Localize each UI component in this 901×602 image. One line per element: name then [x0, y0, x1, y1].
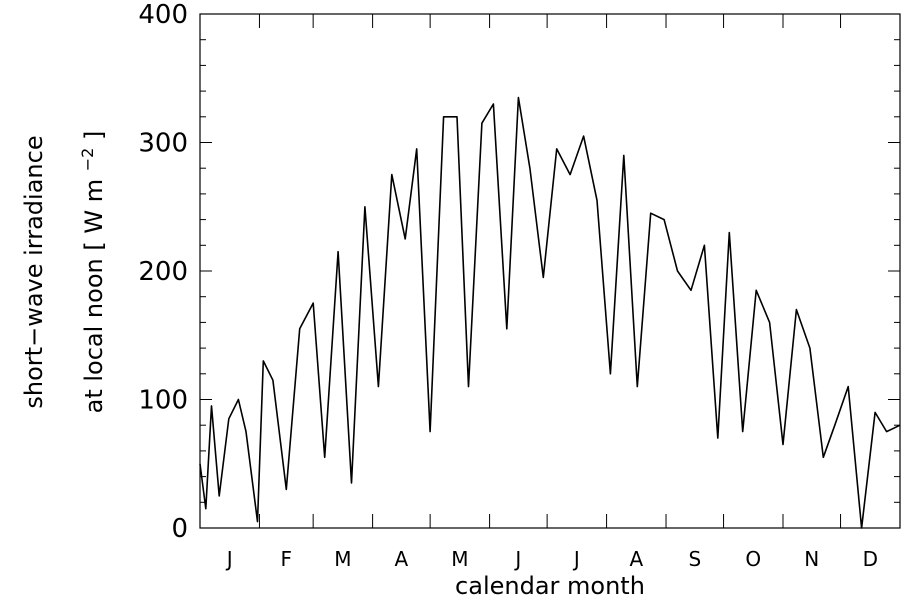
x-tick-label: A: [629, 547, 643, 571]
axes: [199, 13, 901, 529]
y-axis-unit-bracket-close: ]: [80, 131, 108, 140]
x-tick-label: N: [804, 547, 819, 571]
tick-labels: 0 100 200 300 400 J F M A M J J A S O N D: [138, 0, 878, 571]
plot-frame: [199, 13, 901, 529]
x-tick-label: A: [395, 547, 409, 571]
y-tick-label: 0: [171, 514, 188, 544]
y-axis-title-line1: short−wave irradiance: [20, 135, 48, 408]
x-tick-label: M: [334, 547, 351, 571]
x-tick-label: J: [572, 547, 580, 571]
irradiance-series-line: [199, 96, 901, 529]
x-axis-title: calendar month: [455, 572, 645, 600]
x-tick-label: M: [451, 547, 468, 571]
y-axis-title-line2-main: at local noon: [80, 258, 108, 413]
y-tick-label: 400: [138, 0, 188, 30]
x-tick-label: J: [225, 547, 233, 571]
y-tick-label: 100: [138, 386, 188, 416]
x-tick-label: O: [745, 547, 761, 571]
y-axis-title-line2: at local noon [ W m −2 ]: [78, 131, 109, 414]
x-tick-label: D: [863, 547, 878, 571]
series-layer: [199, 96, 901, 529]
x-tick-label: F: [281, 547, 293, 571]
y-axis-unit-bracket-open: [: [80, 241, 108, 250]
y-tick-label: 300: [138, 129, 188, 159]
x-tick-label: J: [513, 547, 521, 571]
y-tick-label: 200: [138, 257, 188, 287]
x-tick-label: S: [688, 547, 701, 571]
y-axis-unit-exponent: −2: [78, 148, 97, 172]
y-axis-unit: W m: [80, 179, 108, 234]
